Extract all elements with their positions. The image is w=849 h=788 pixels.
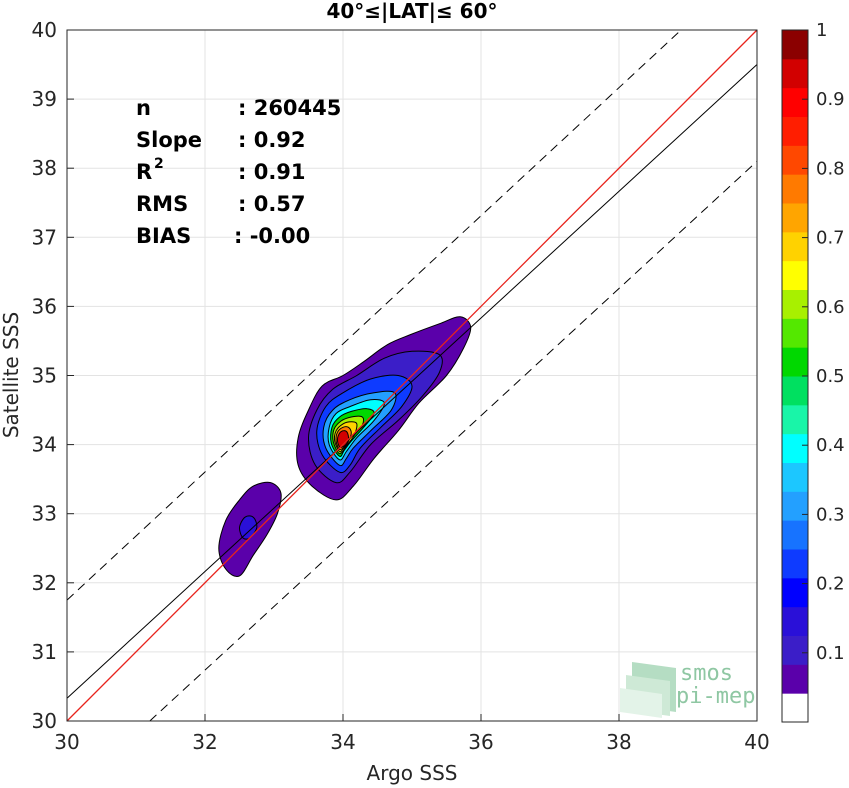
colorbar-segment (782, 549, 808, 579)
logo-text-line1: smos (680, 661, 733, 686)
y-tick-label: 34 (32, 433, 57, 457)
stat-label: RMS (136, 192, 188, 216)
stat-label: BIAS (136, 224, 191, 248)
y-axis-label: Satellite SSS (0, 312, 23, 438)
colorbar-segment (782, 376, 808, 406)
colorbar-tick-label: 0.7 (816, 228, 845, 249)
x-tick-label: 40 (744, 730, 769, 754)
y-tick-label: 35 (32, 364, 57, 388)
colorbar-segment (782, 577, 808, 608)
stat-value: : 0.91 (238, 160, 306, 184)
statistics-box: n : 260445 Slope : 0.92 R 2 : 0.91 RMS : 0.57 BIA… (136, 96, 341, 248)
colorbar-tick-label: 0.6 (816, 297, 845, 318)
density-contours (218, 316, 472, 577)
colorbar-segment (782, 58, 808, 89)
colorbar-segment (782, 231, 808, 262)
colorbar-segment (782, 635, 808, 665)
colorbar-segment (782, 693, 808, 723)
stat-label: R (136, 160, 152, 184)
x-tick-label: 38 (606, 730, 631, 754)
upper-bound-dashed-line (66, 29, 682, 601)
y-tick-label: 31 (32, 640, 57, 664)
y-tick-label: 32 (32, 571, 57, 595)
plot-area: 30 32 34 36 38 40 30 31 32 33 34 35 36 37 38 39 40 (32, 18, 770, 754)
colorbar-tick-label: 1 (816, 20, 827, 41)
colorbar-segment (782, 116, 808, 146)
colorbar-segment (782, 520, 808, 550)
y-tick-label: 39 (32, 87, 57, 111)
y-tick-label: 37 (32, 225, 57, 249)
stat-value: : -0.00 (234, 224, 310, 248)
colorbar-segment (782, 404, 808, 435)
stat-value: : 260445 (238, 96, 341, 120)
colorbar-segment (782, 664, 808, 694)
smos-pimep-logo: smos pi-mep (620, 661, 755, 718)
colorbar-segment (782, 318, 808, 348)
reference-lines (66, 29, 758, 722)
colorbar: 0.1 0.2 0.3 0.4 0.5 0.6 0.7 0.8 0.9 1 (781, 20, 845, 723)
y-tick-label: 33 (32, 502, 57, 526)
colorbar-tick-label: 0.4 (816, 435, 845, 456)
colorbar-segment (782, 145, 808, 175)
stat-label: n (136, 96, 151, 120)
colorbar-tick-label: 0.8 (816, 158, 845, 179)
colorbar-tick-label: 0.1 (816, 643, 845, 664)
stat-value: : 0.92 (238, 128, 306, 152)
x-tick-label: 32 (192, 730, 217, 754)
x-tick-label: 36 (468, 730, 493, 754)
logo-text-line2: pi-mep (676, 684, 755, 709)
x-axis-label: Argo SSS (367, 761, 458, 785)
colorbar-segment (782, 260, 808, 290)
x-axis-ticks: 30 32 34 36 38 40 (54, 714, 770, 754)
one-to-one-line (66, 29, 758, 722)
colorbar-segment (782, 203, 808, 233)
colorbar-segment (782, 289, 808, 319)
colorbar-segment (782, 606, 808, 636)
grid (66, 29, 758, 722)
x-tick-label: 34 (330, 730, 355, 754)
chart-title: 40°≤|LAT|≤ 60° (326, 0, 497, 23)
y-tick-label: 40 (32, 18, 57, 42)
y-tick-label: 36 (32, 294, 57, 318)
logo-waves-icon (620, 662, 676, 718)
stat-label: Slope (136, 128, 202, 152)
lower-bound-dashed-line (149, 160, 758, 722)
colorbar-segment (782, 174, 808, 204)
colorbar-segment (782, 491, 808, 521)
colorbar-tick-label: 0.3 (816, 504, 845, 525)
y-tick-label: 38 (32, 156, 57, 180)
colorbar-segment (782, 433, 808, 463)
x-tick-label: 30 (54, 730, 79, 754)
colorbar-segment (782, 87, 808, 117)
stat-value: : 0.57 (238, 192, 306, 216)
y-tick-label: 30 (32, 709, 57, 733)
colorbar-segment (782, 347, 808, 377)
stat-label-superscript: 2 (154, 156, 164, 172)
regression-line (66, 64, 758, 699)
colorbar-segment (782, 30, 808, 60)
colorbar-tick-label: 0.2 (816, 574, 845, 595)
colorbar-tick-label: 0.9 (816, 89, 845, 110)
colorbar-segment (782, 462, 808, 492)
colorbar-tick-label: 0.5 (816, 366, 845, 387)
density-contour (336, 430, 350, 448)
y-axis-ticks: 30 31 32 33 34 35 36 37 38 39 40 (32, 18, 74, 733)
